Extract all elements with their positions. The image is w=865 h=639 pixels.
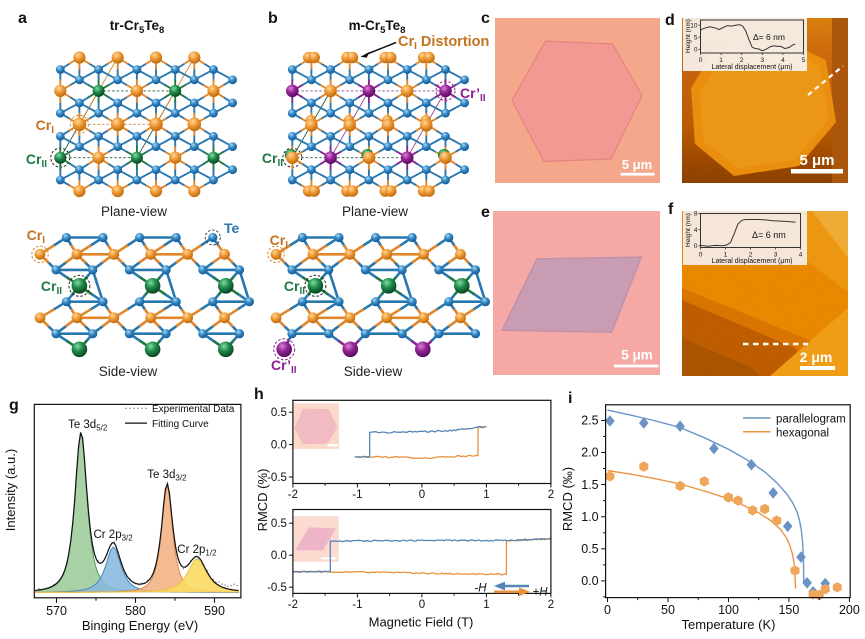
svg-text:hexagonal: hexagonal bbox=[776, 427, 829, 439]
svg-text:Side-view: Side-view bbox=[344, 364, 403, 379]
svg-text:Intensity (a.u.): Intensity (a.u.) bbox=[3, 449, 18, 531]
svg-text:Height (nm): Height (nm) bbox=[685, 213, 692, 247]
svg-text:RMCD (‰): RMCD (‰) bbox=[560, 467, 575, 531]
svg-text:0.5: 0.5 bbox=[581, 542, 598, 556]
svg-text:a: a bbox=[18, 10, 27, 27]
svg-text:CrI: CrI bbox=[36, 117, 55, 136]
svg-text:0.0: 0.0 bbox=[581, 574, 598, 588]
svg-text:Binging Energy (eV): Binging Energy (eV) bbox=[82, 618, 198, 633]
svg-text:8: 8 bbox=[694, 211, 698, 218]
svg-text:0.5: 0.5 bbox=[271, 518, 287, 530]
svg-text:Δ= 6 nm: Δ= 6 nm bbox=[753, 32, 785, 42]
svg-text:0.5: 0.5 bbox=[271, 407, 287, 419]
svg-text:5 μm: 5 μm bbox=[799, 152, 834, 169]
svg-text:e: e bbox=[481, 204, 490, 221]
svg-text:d: d bbox=[665, 12, 675, 29]
svg-text:tr-Cr5Te8: tr-Cr5Te8 bbox=[110, 18, 165, 36]
svg-text:2: 2 bbox=[740, 57, 744, 64]
svg-text:2: 2 bbox=[548, 489, 554, 501]
svg-text:1: 1 bbox=[724, 252, 728, 259]
svg-text:1: 1 bbox=[483, 489, 489, 501]
svg-text:Plane-view: Plane-view bbox=[342, 204, 408, 219]
svg-text:4: 4 bbox=[694, 227, 698, 234]
svg-text:Temperature (K): Temperature (K) bbox=[682, 617, 776, 632]
svg-text:580: 580 bbox=[125, 604, 146, 618]
svg-text:2 μm: 2 μm bbox=[800, 349, 833, 365]
svg-text:CrI Distortion: CrI Distortion bbox=[398, 34, 489, 52]
svg-text:c: c bbox=[481, 10, 490, 27]
svg-text:b: b bbox=[268, 10, 278, 27]
svg-text:0: 0 bbox=[699, 57, 703, 64]
svg-text:h: h bbox=[254, 386, 264, 403]
svg-text:0: 0 bbox=[419, 489, 425, 501]
svg-text:Lateral displacement (μm): Lateral displacement (μm) bbox=[711, 64, 792, 71]
svg-text:150: 150 bbox=[778, 603, 799, 617]
svg-text:0: 0 bbox=[699, 252, 703, 259]
svg-text:f: f bbox=[668, 201, 674, 218]
svg-text:Fitting Curve: Fitting Curve bbox=[152, 419, 209, 430]
svg-text:2.5: 2.5 bbox=[581, 414, 598, 428]
svg-text:-1: -1 bbox=[352, 489, 362, 501]
svg-text:1.5: 1.5 bbox=[581, 478, 598, 492]
svg-text:1: 1 bbox=[719, 57, 723, 64]
svg-text:10: 10 bbox=[690, 22, 698, 29]
svg-text:4: 4 bbox=[781, 57, 785, 64]
svg-text:-0.5: -0.5 bbox=[267, 582, 287, 594]
svg-text:2: 2 bbox=[548, 599, 554, 611]
svg-text:Cr’II: Cr’II bbox=[460, 85, 486, 104]
svg-text:Δ= 6 nm: Δ= 6 nm bbox=[752, 230, 786, 240]
svg-text:-0.5: -0.5 bbox=[267, 472, 287, 484]
svg-text:3: 3 bbox=[774, 252, 778, 259]
svg-text:CrI: CrI bbox=[270, 232, 289, 251]
svg-text:Lateral displacement (μm): Lateral displacement (μm) bbox=[711, 258, 792, 265]
svg-text:CrI: CrI bbox=[27, 227, 46, 246]
svg-text:0: 0 bbox=[419, 599, 425, 611]
svg-text:200: 200 bbox=[839, 603, 860, 617]
svg-text:0: 0 bbox=[604, 603, 611, 617]
svg-text:3: 3 bbox=[760, 57, 764, 64]
svg-text:RMCD (%): RMCD (%) bbox=[255, 469, 270, 532]
svg-text:+H: +H bbox=[533, 587, 549, 599]
svg-text:Experimental Data: Experimental Data bbox=[152, 404, 235, 415]
svg-text:Side-view: Side-view bbox=[99, 364, 158, 379]
svg-text:590: 590 bbox=[204, 604, 225, 618]
svg-text:Cr’II: Cr’II bbox=[271, 357, 297, 376]
svg-text:parallelogram: parallelogram bbox=[776, 414, 846, 426]
svg-text:50: 50 bbox=[661, 603, 675, 617]
svg-text:1.0: 1.0 bbox=[581, 510, 598, 524]
svg-text:-1: -1 bbox=[352, 599, 362, 611]
svg-text:Magnetic Field (T): Magnetic Field (T) bbox=[369, 615, 474, 630]
svg-text:Te: Te bbox=[224, 220, 240, 236]
svg-text:-H: -H bbox=[474, 583, 487, 595]
svg-text:1: 1 bbox=[483, 599, 489, 611]
svg-text:0.0: 0.0 bbox=[271, 440, 287, 452]
svg-text:-2: -2 bbox=[288, 599, 298, 611]
svg-text:2: 2 bbox=[749, 252, 753, 259]
svg-text:g: g bbox=[9, 397, 19, 414]
svg-text:2.0: 2.0 bbox=[581, 446, 598, 460]
svg-text:5: 5 bbox=[694, 34, 698, 41]
svg-text:570: 570 bbox=[46, 604, 67, 618]
svg-text:i: i bbox=[568, 390, 572, 407]
svg-text:5: 5 bbox=[802, 57, 806, 64]
svg-text:Plane-view: Plane-view bbox=[101, 204, 167, 219]
svg-text:Height (nm): Height (nm) bbox=[685, 19, 692, 53]
svg-text:5 μm: 5 μm bbox=[621, 348, 653, 363]
svg-text:0.0: 0.0 bbox=[271, 550, 287, 562]
svg-text:-2: -2 bbox=[288, 489, 298, 501]
svg-text:0: 0 bbox=[694, 243, 698, 250]
svg-text:0: 0 bbox=[694, 47, 698, 54]
svg-text:4: 4 bbox=[799, 252, 803, 259]
svg-text:5 μm: 5 μm bbox=[622, 157, 652, 172]
svg-text:100: 100 bbox=[718, 603, 739, 617]
svg-text:m-Cr5Te8: m-Cr5Te8 bbox=[349, 18, 406, 36]
